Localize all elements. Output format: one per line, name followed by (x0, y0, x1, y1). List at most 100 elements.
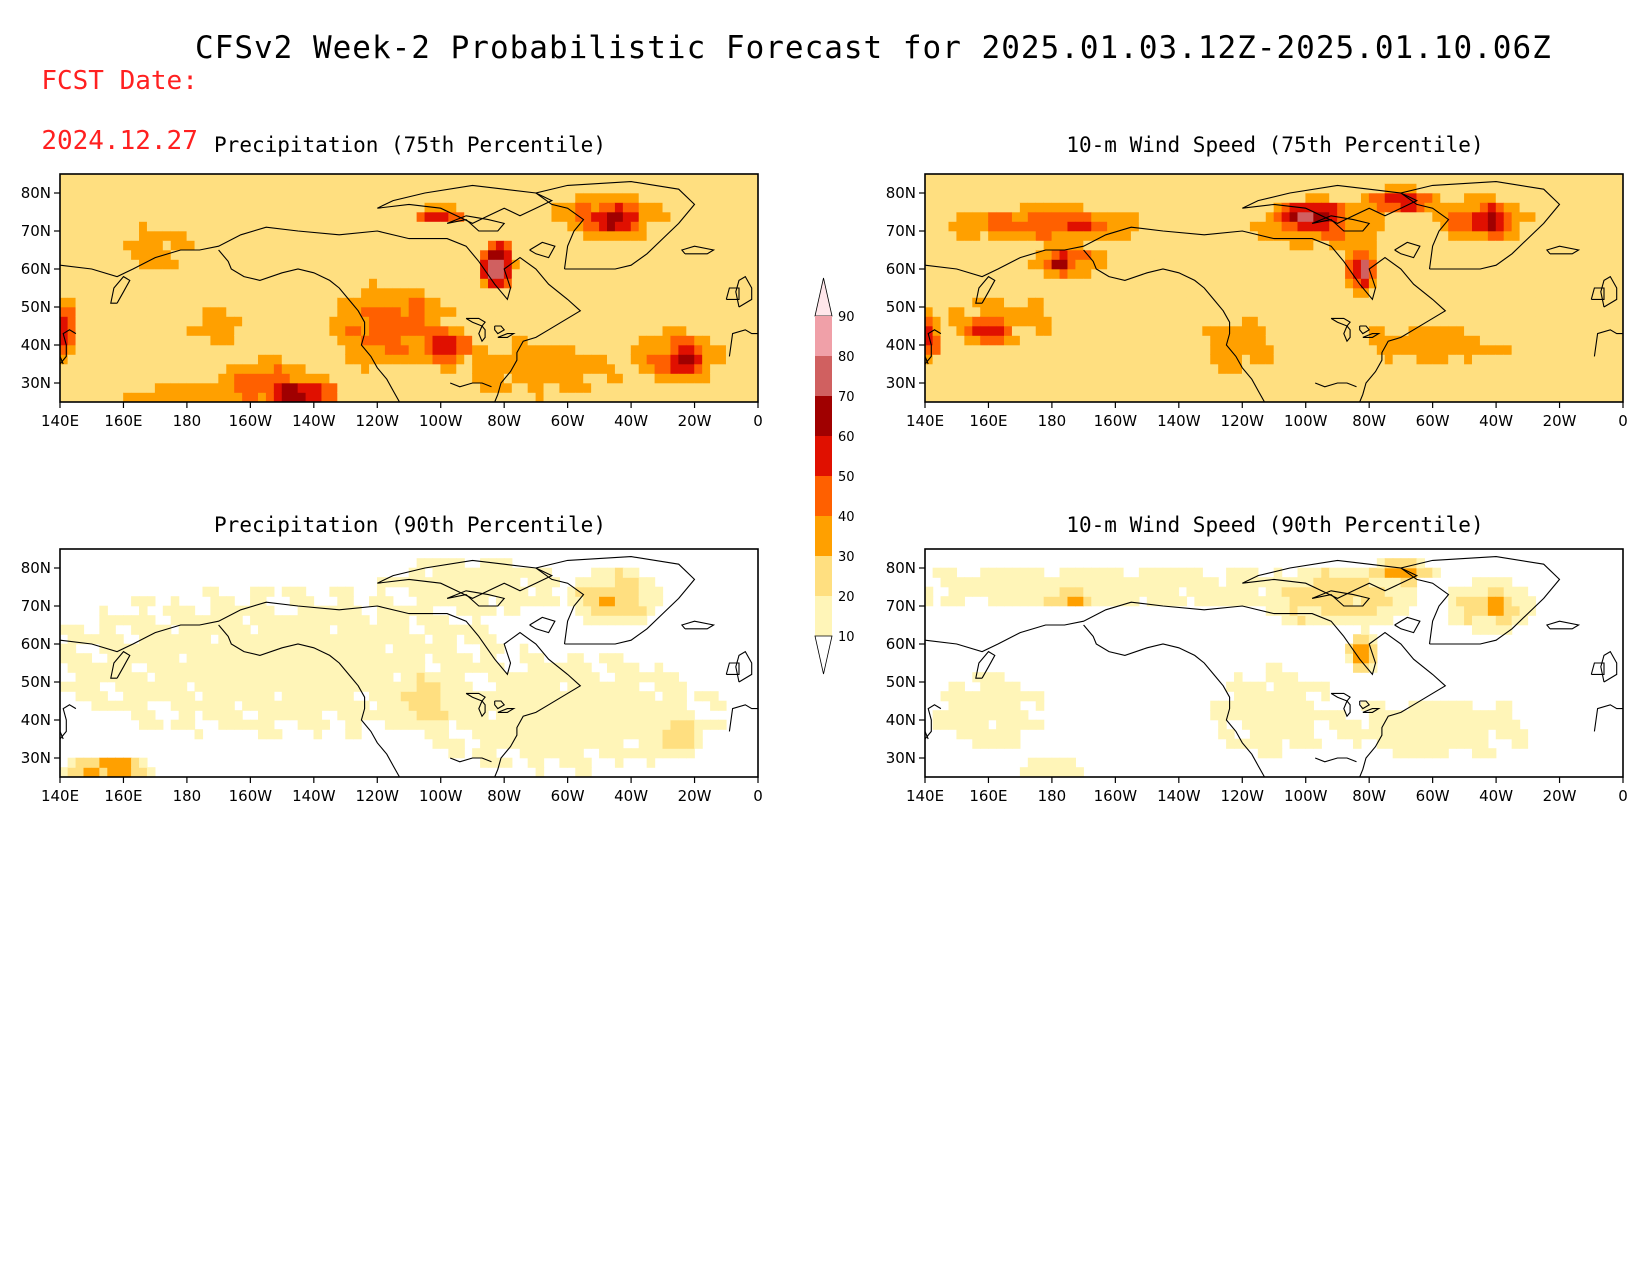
field-cell (226, 287, 235, 298)
field-cell (1448, 354, 1457, 365)
field-cell (432, 240, 442, 251)
field-cell (1590, 192, 1600, 203)
field-cell (1448, 202, 1457, 213)
field-cell (606, 297, 616, 308)
field-cell (123, 174, 132, 184)
field-cell (1519, 221, 1529, 232)
field-cell (1598, 202, 1608, 213)
field-cell (1416, 373, 1426, 384)
coastline (1399, 181, 1561, 270)
field-cell (281, 174, 291, 184)
field-cell (725, 268, 735, 279)
field-cell (202, 202, 212, 213)
field-cell (218, 211, 227, 222)
field-cell (932, 382, 942, 393)
field-cell (1043, 306, 1053, 317)
field-cell (1392, 221, 1402, 232)
field-cell (186, 615, 196, 626)
field-cell (980, 363, 989, 374)
field-cell (1424, 183, 1433, 194)
field-cell (1313, 306, 1322, 317)
field-cell (250, 278, 259, 289)
field-cell (702, 249, 711, 260)
field-cell (1178, 363, 1188, 374)
field-cell (718, 259, 727, 270)
field-cell (678, 259, 687, 270)
field-cell (1567, 287, 1576, 298)
field-cell (1527, 221, 1537, 232)
field-cell (448, 230, 457, 241)
field-cell (980, 192, 989, 203)
field-cell (154, 691, 164, 702)
field-cell (710, 174, 719, 184)
field-cell (519, 221, 529, 232)
field-cell (273, 373, 283, 384)
field-cell (1479, 306, 1489, 317)
field-cell (1178, 183, 1188, 194)
field-cell (1107, 202, 1116, 213)
field-cell (115, 230, 124, 241)
field-cell (1567, 240, 1576, 251)
field-cell (988, 221, 997, 232)
field-cell (234, 335, 243, 346)
field-cell (115, 221, 124, 232)
field-cell (749, 335, 758, 346)
field-cell (1392, 202, 1402, 213)
field-cell (1456, 306, 1465, 317)
field-cell (638, 392, 648, 402)
field-cell (154, 278, 164, 289)
field-cell (234, 624, 243, 635)
field-cell (178, 681, 188, 692)
field-cell (710, 287, 719, 298)
field-cell (1281, 221, 1291, 232)
field-cell (297, 202, 307, 213)
field-cell (313, 202, 323, 213)
field-cell (559, 287, 568, 298)
field-cell (1122, 221, 1132, 232)
forecast-date-label: FCST Date: (41, 66, 198, 96)
field-cell (448, 624, 457, 635)
field-cell (1234, 316, 1243, 327)
field-cell (1495, 230, 1505, 241)
field-cell (503, 344, 513, 355)
field-cell (361, 335, 370, 346)
field-cell (630, 230, 640, 241)
field-cell (1146, 183, 1156, 194)
field-cell (1408, 211, 1418, 222)
field-cell (1115, 392, 1124, 402)
field-cell (392, 354, 402, 365)
field-cell (210, 605, 219, 616)
field-cell (400, 719, 410, 730)
field-cell (265, 174, 275, 184)
field-cell (1075, 382, 1084, 393)
field-cell (1083, 373, 1092, 384)
field-cell (1091, 259, 1100, 270)
field-cell (1011, 316, 1021, 327)
field-cell (1178, 297, 1188, 308)
field-cell (408, 306, 418, 317)
field-cell (400, 297, 410, 308)
field-cell (749, 373, 758, 384)
field-cell (424, 700, 434, 711)
field-cell (273, 325, 283, 336)
field-cell (60, 624, 69, 635)
field-cell (1479, 211, 1489, 222)
field-cell (535, 306, 545, 317)
field-cell (99, 316, 108, 327)
field-cell (1091, 363, 1100, 374)
field-cell (654, 363, 664, 374)
field-cell (456, 392, 465, 402)
field-cell (733, 325, 743, 336)
field-cell (1376, 211, 1386, 222)
field-cell (1416, 287, 1426, 298)
field-cell (257, 259, 267, 270)
field-cell (1575, 230, 1584, 241)
field-cell (210, 344, 219, 355)
field-cell (1614, 268, 1623, 279)
field-cell (369, 221, 378, 232)
field-cell (686, 382, 695, 393)
field-cell (281, 634, 291, 645)
field-cell (146, 221, 156, 232)
field-cell (1479, 373, 1489, 384)
field-cell (464, 325, 473, 336)
